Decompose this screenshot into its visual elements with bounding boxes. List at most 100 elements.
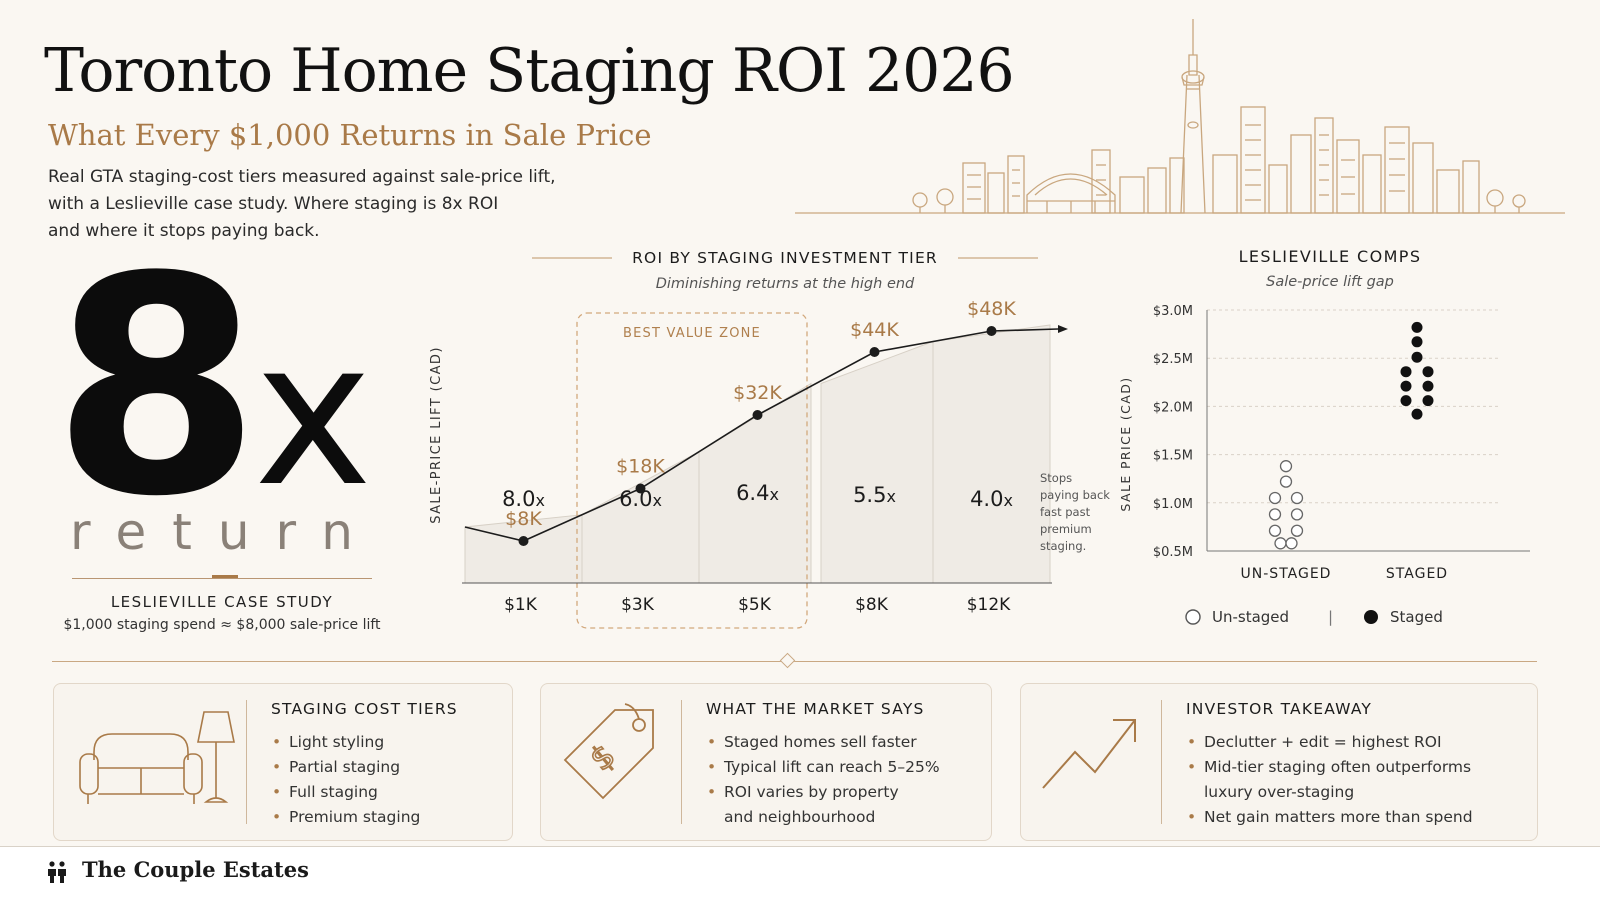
- list-item: Partial staging: [271, 755, 420, 780]
- roi-trend-arrow: [1058, 325, 1068, 333]
- case-study-text: $1,000 staging spend ≈ $8,000 sale-price…: [63, 617, 381, 633]
- roi-chart-title: ROI BY STAGING INVESTMENT TIER: [632, 249, 938, 267]
- roi-multiple-label: 6.4x: [736, 481, 779, 505]
- card-list: Declutter + edit = highest ROI Mid-tier …: [1186, 730, 1473, 830]
- unstaged-point: [1268, 491, 1282, 505]
- comps-x-tick-label: UN-STAGED: [1241, 566, 1332, 582]
- roi-lift-label: $18K: [616, 456, 665, 478]
- comps-y-tick-label: $0.5M: [1153, 545, 1193, 560]
- best-value-zone-label: BEST VALUE ZONE: [623, 326, 761, 341]
- roi-multiple-label: 4.0x: [970, 487, 1013, 511]
- roi-bar: [820, 340, 934, 584]
- list-item: luxury over-staging: [1204, 783, 1355, 801]
- roi-multiple-label: 5.5x: [853, 483, 896, 507]
- comps-y-tick-label: $2.5M: [1153, 352, 1193, 367]
- roi-data-point: [986, 326, 997, 336]
- unstaged-point: [1279, 475, 1293, 488]
- roi-lift-label: $48K: [967, 298, 1016, 320]
- unstaged-point: [1274, 537, 1287, 550]
- page-subtitle: What Every $1,000 Returns in Sale Price: [48, 118, 652, 152]
- legend-separator: |: [1328, 608, 1333, 626]
- card-title: STAGING COST TIERS: [271, 700, 458, 718]
- card-staging-cost-tiers: STAGING COST TIERS Light styling Partial…: [53, 683, 513, 841]
- toronto-skyline-icon: [795, 19, 1565, 214]
- staged-point: [1411, 408, 1423, 420]
- roi-x-tick-label: $1K: [504, 595, 538, 615]
- roi-annotation: Stops paying back fast past premium staging.: [1040, 471, 1110, 553]
- price-tag-icon: $: [563, 703, 654, 800]
- roi-data-point: [635, 483, 646, 494]
- leslieville-comps-chart: LESLIEVILLE COMPS Sale-price lift gap SA…: [1120, 248, 1530, 626]
- best-value-zone: [576, 312, 808, 629]
- card-list: Light styling Partial staging Full stagi…: [271, 730, 420, 830]
- hero-divider: [72, 578, 372, 579]
- hero-return-word: return: [70, 503, 379, 561]
- list-item: Declutter + edit = highest ROI: [1186, 730, 1473, 755]
- staged-point: [1411, 321, 1423, 333]
- unstaged-point: [1290, 491, 1304, 505]
- list-item: Net gain matters more than spend: [1186, 805, 1473, 830]
- unstaged-point: [1268, 508, 1282, 521]
- roi-x-tick-label: $12K: [967, 595, 1011, 615]
- card-title: WHAT THE MARKET SAYS: [706, 700, 925, 718]
- footer-divider: [0, 846, 1600, 847]
- roi-data-point: [752, 410, 763, 420]
- comps-x-tick-label: STAGED: [1386, 566, 1448, 582]
- list-item: Full staging: [271, 780, 420, 805]
- unstaged-point: [1290, 508, 1304, 521]
- intro-line: with a Leslieville case study. Where sta…: [48, 194, 499, 214]
- hero-roi-number: 8: [52, 213, 261, 562]
- card-list: Staged homes sell faster Typical lift ca…: [706, 730, 940, 830]
- legend-staged-marker: [1364, 610, 1378, 624]
- comps-chart-title: LESLIEVILLE COMPS: [1239, 248, 1422, 266]
- legend-staged-label: Staged: [1390, 608, 1443, 626]
- roi-x-tick-label: $5K: [738, 595, 772, 615]
- intro-text: Real GTA staging-cost tiers measured aga…: [48, 164, 608, 245]
- comps-y-tick-label: $1.5M: [1153, 449, 1193, 464]
- comps-y-tick-label: $2.0M: [1153, 400, 1193, 415]
- sofa-lamp-icon: [79, 711, 235, 804]
- comps-legend: Un-staged | Staged: [1185, 608, 1443, 626]
- roi-tier-chart: ROI BY STAGING INVESTMENT TIER Diminishi…: [429, 249, 1110, 629]
- roi-x-tick-label: $3K: [621, 595, 655, 615]
- roi-lift-label: $8K: [505, 508, 542, 530]
- list-item: and neighbourhood: [724, 808, 876, 826]
- list-item: Typical lift can reach 5–25%: [706, 755, 940, 780]
- intro-line: Real GTA staging-cost tiers measured aga…: [48, 167, 556, 187]
- card-separator: [681, 700, 682, 824]
- staged-point: [1422, 366, 1434, 378]
- roi-x-tick-label: $8K: [855, 595, 889, 615]
- roi-lift-label: $44K: [850, 319, 899, 341]
- brand-name: The Couple Estates: [82, 857, 309, 882]
- couple-icon: [48, 861, 66, 883]
- svg-text:$: $: [582, 736, 622, 778]
- roi-data-point: [869, 347, 880, 357]
- comps-y-tick-label: $3.0M: [1153, 304, 1193, 319]
- card-what-the-market-says: $ WHAT THE MARKET SAYS Staged homes sell…: [540, 683, 992, 841]
- staged-point: [1422, 395, 1434, 407]
- roi-multiple-label: 6.0x: [619, 487, 662, 511]
- unstaged-point: [1285, 537, 1298, 550]
- list-item: Staged homes sell faster: [706, 730, 940, 755]
- comps-y-tick-label: $1.0M: [1153, 497, 1193, 512]
- legend-unstaged-label: Un-staged: [1212, 608, 1289, 626]
- divider-diamond-icon: [779, 652, 796, 669]
- hero-divider-mark: [212, 575, 238, 578]
- staged-point: [1422, 380, 1434, 392]
- staged-point: [1411, 336, 1423, 348]
- staged-point: [1411, 351, 1423, 363]
- staged-point: [1400, 366, 1412, 378]
- comps-y-axis-label: SALE PRICE (CAD): [1120, 376, 1133, 511]
- card-investor-takeaway: INVESTOR TAKEAWAY Declutter + edit = hig…: [1020, 683, 1538, 841]
- roi-bar: [932, 324, 1051, 584]
- card-separator: [1161, 700, 1162, 824]
- roi-data-point: [518, 536, 529, 546]
- unstaged-point: [1268, 524, 1282, 537]
- list-item: Light styling: [271, 730, 420, 755]
- hero-roi-suffix: x: [254, 298, 373, 531]
- staged-point: [1400, 395, 1412, 407]
- case-study-title: LESLIEVILLE CASE STUDY: [110, 593, 334, 611]
- trend-up-icon: [1042, 719, 1136, 789]
- comps-chart-subtitle: Sale-price lift gap: [1266, 274, 1394, 290]
- list-item: Premium staging: [271, 805, 420, 830]
